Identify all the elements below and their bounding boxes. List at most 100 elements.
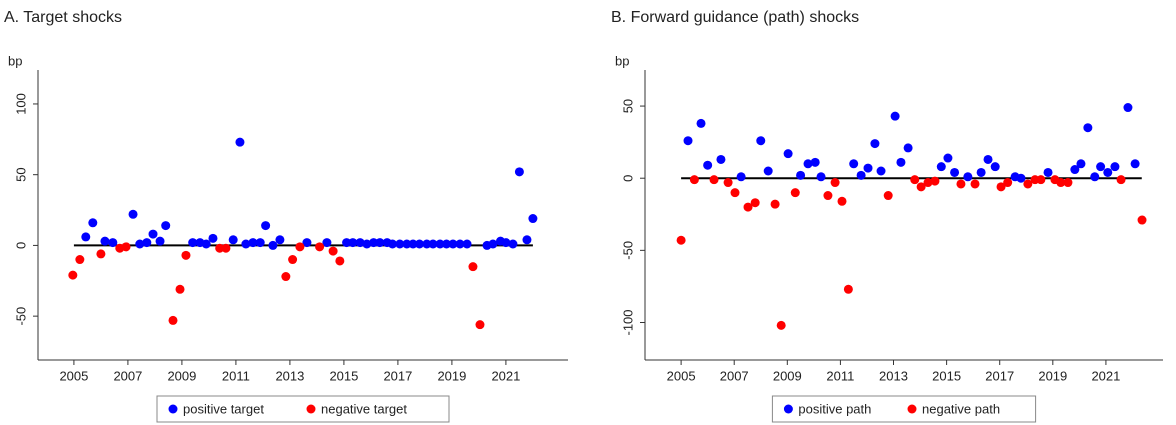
- y-tick-label: -50: [620, 241, 635, 260]
- point: [514, 167, 524, 177]
- point: [790, 188, 800, 198]
- point: [1016, 173, 1026, 183]
- x-tick-label: 2005: [667, 368, 696, 383]
- legend-marker: [907, 404, 917, 414]
- point: [756, 136, 766, 146]
- series: [683, 103, 1140, 183]
- x-tick-label: 2013: [275, 368, 304, 383]
- point: [328, 246, 338, 256]
- point: [468, 262, 478, 272]
- point: [1043, 167, 1053, 177]
- point: [395, 239, 405, 249]
- point: [369, 238, 379, 248]
- point: [228, 235, 238, 245]
- point: [248, 238, 258, 248]
- series: [68, 242, 485, 330]
- point: [683, 136, 693, 146]
- point: [1083, 123, 1093, 133]
- point: [843, 284, 853, 294]
- x-tick-label: 2009: [167, 368, 196, 383]
- x-tick-label: 2021: [1091, 368, 1120, 383]
- legend-label: positive path: [798, 401, 871, 416]
- point: [1096, 162, 1106, 172]
- point: [528, 214, 538, 224]
- point: [155, 236, 165, 246]
- point: [315, 242, 325, 252]
- point: [142, 238, 152, 248]
- legend-label: positive target: [183, 401, 264, 416]
- point: [375, 238, 385, 248]
- point: [849, 159, 859, 169]
- point: [335, 256, 345, 266]
- point: [1110, 162, 1120, 172]
- x-tick-label: 2011: [826, 368, 854, 383]
- point: [201, 239, 211, 249]
- point: [175, 284, 185, 294]
- legend-label: negative path: [922, 401, 1000, 416]
- point: [221, 243, 231, 253]
- point: [241, 239, 251, 249]
- point: [275, 235, 285, 245]
- point: [100, 236, 110, 246]
- point: [442, 239, 452, 249]
- point: [75, 255, 85, 265]
- point: [803, 159, 813, 169]
- series: [81, 137, 538, 250]
- point: [923, 178, 933, 188]
- point: [936, 162, 946, 172]
- point: [522, 235, 532, 245]
- x-tick-label: 2009: [773, 368, 802, 383]
- point: [181, 250, 191, 260]
- x-tick-label: 2019: [437, 368, 466, 383]
- point: [963, 172, 973, 182]
- x-tick-label: 2017: [985, 368, 1014, 383]
- point: [956, 179, 966, 189]
- point: [81, 232, 91, 242]
- point: [422, 239, 432, 249]
- y-tick-label: -100: [620, 309, 635, 335]
- chart-title: B. Forward guidance (path) shocks: [611, 9, 859, 26]
- point: [676, 235, 686, 245]
- legend-marker: [783, 404, 793, 414]
- point: [508, 239, 518, 249]
- point: [281, 272, 291, 282]
- point: [910, 175, 920, 185]
- point: [1063, 178, 1073, 188]
- point: [208, 233, 218, 243]
- point: [288, 255, 298, 265]
- point: [148, 229, 158, 239]
- point: [950, 167, 960, 177]
- point: [863, 163, 873, 173]
- point: [88, 218, 98, 228]
- point: [930, 176, 940, 186]
- point: [268, 240, 278, 250]
- legend-marker: [306, 404, 316, 414]
- x-tick-label: 2015: [329, 368, 358, 383]
- legend-box: [771, 395, 1037, 423]
- legend: positive target negative target: [156, 395, 450, 423]
- point: [1036, 175, 1046, 185]
- point: [883, 191, 893, 201]
- x-tick-label: 2019: [1038, 368, 1067, 383]
- point: [703, 160, 713, 170]
- point: [475, 320, 485, 330]
- point: [348, 238, 358, 248]
- y-tick-label: 50: [13, 167, 28, 181]
- x-tick-label: 2007: [720, 368, 749, 383]
- point: [355, 238, 365, 248]
- point: [916, 182, 926, 192]
- point: [408, 239, 418, 249]
- point: [1137, 215, 1147, 225]
- x-tick-label: 2021: [491, 368, 520, 383]
- x-tick-label: 2013: [879, 368, 908, 383]
- point: [108, 238, 118, 248]
- point: [770, 199, 780, 209]
- point: [976, 167, 986, 177]
- point: [763, 166, 773, 176]
- point: [388, 239, 398, 249]
- point: [1116, 175, 1126, 185]
- series: [676, 175, 1147, 330]
- point: [342, 238, 352, 248]
- chart-title: A. Target shocks: [4, 9, 122, 26]
